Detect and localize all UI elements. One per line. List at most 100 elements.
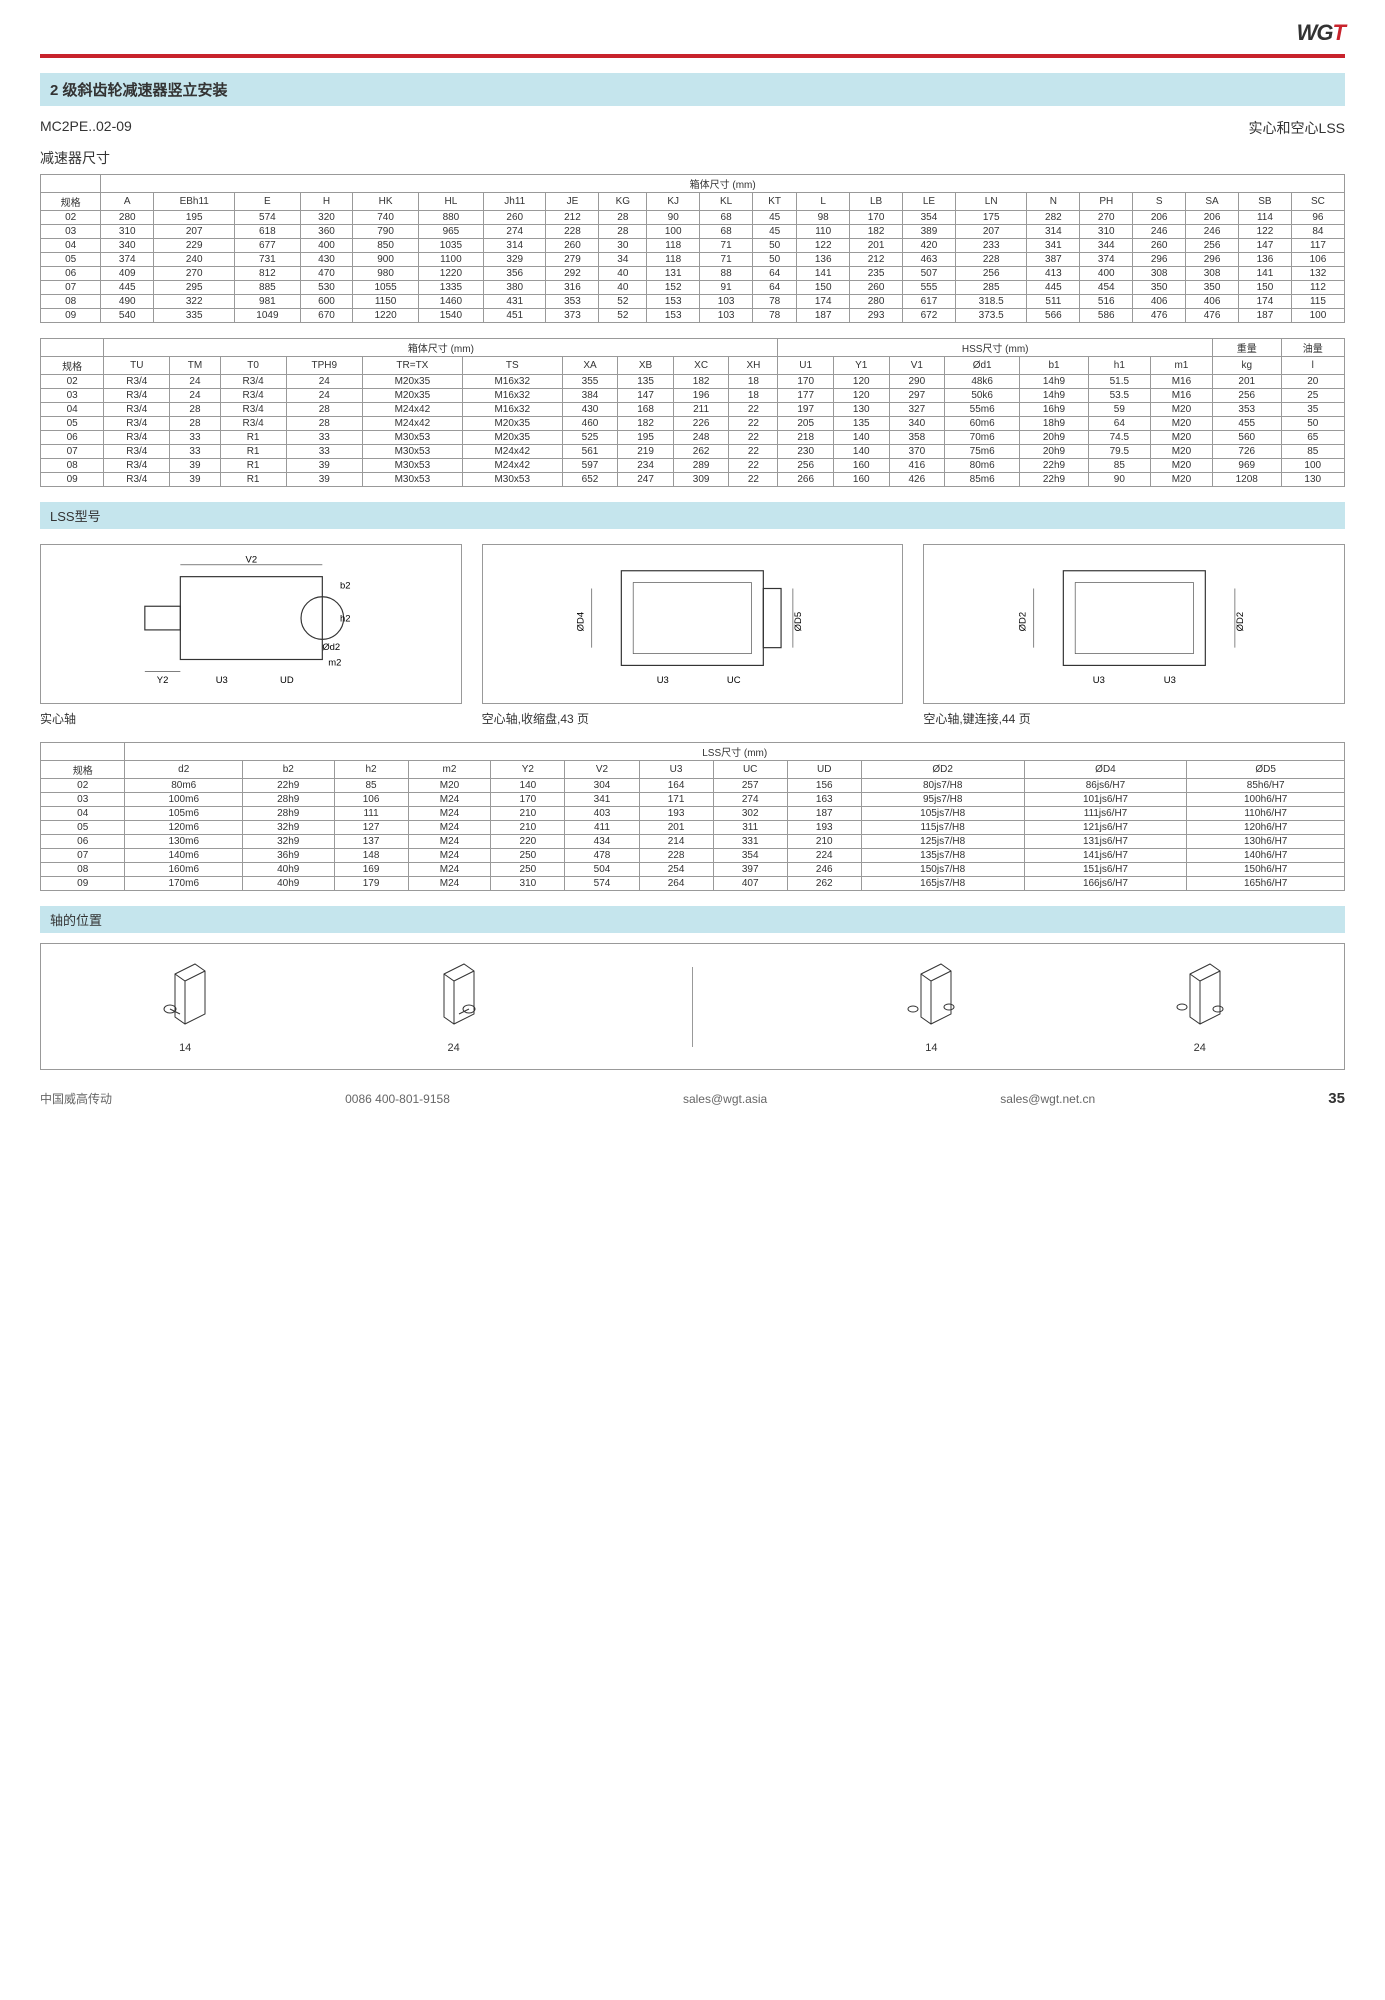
table-cell: 20h9 (1020, 431, 1089, 445)
table-cell: 218 (778, 431, 834, 445)
table-cell: 68 (700, 211, 753, 225)
table-cell: 50 (753, 253, 797, 267)
table-cell: R3/4 (104, 389, 170, 403)
table-cell: 50 (753, 239, 797, 253)
table-cell: 455 (1212, 417, 1281, 431)
table-cell: 413 (1027, 267, 1080, 281)
page-number: 35 (1328, 1090, 1345, 1107)
table-cell: 22 (729, 403, 778, 417)
table-cell: 566 (1027, 309, 1080, 323)
table-cell: 22 (729, 417, 778, 431)
table-cell: 250 (491, 863, 565, 877)
table-cell: 120m6 (125, 821, 243, 835)
table-cell: 45 (753, 225, 797, 239)
table-cell: 137 (334, 835, 408, 849)
table-cell: 147 (1239, 239, 1292, 253)
vertical-divider (692, 967, 693, 1047)
table-cell: 52 (599, 309, 647, 323)
table-cell: 33 (170, 445, 220, 459)
table2-header-weight: 重量 (1212, 339, 1281, 357)
table-cell: 264 (639, 877, 713, 891)
table-column-header: KJ (647, 193, 700, 211)
table-cell: 256 (778, 459, 834, 473)
table-cell: 335 (154, 309, 235, 323)
table-cell: 195 (618, 431, 674, 445)
table-cell: 120 (833, 375, 889, 389)
table-cell: 463 (903, 253, 956, 267)
table-cell: 193 (639, 807, 713, 821)
red-divider (40, 54, 1345, 58)
logo-black: WG (1297, 20, 1333, 45)
footer-company: 中国威高传动 (40, 1090, 112, 1107)
table-cell: 248 (673, 431, 729, 445)
table-cell: 1220 (353, 309, 418, 323)
svg-text:ØD4: ØD4 (576, 612, 587, 631)
table-cell: 14h9 (1020, 375, 1089, 389)
table-cell: 354 (713, 849, 787, 863)
table-cell: 256 (1186, 239, 1239, 253)
table-column-header: Jh11 (484, 193, 546, 211)
table2-header-right: HSS尺寸 (mm) (778, 339, 1213, 357)
table-cell: 397 (713, 863, 787, 877)
table-cell: 51.5 (1088, 375, 1150, 389)
table-cell: 08 (41, 459, 104, 473)
table-cell: 06 (41, 431, 104, 445)
table-cell: 48k6 (945, 375, 1020, 389)
table-cell: 22 (729, 459, 778, 473)
table-cell: 140m6 (125, 849, 243, 863)
table-cell: 350 (1186, 281, 1239, 295)
table-cell: 02 (41, 375, 104, 389)
table-cell: 33 (286, 445, 362, 459)
table-cell: 85 (1281, 445, 1344, 459)
table-cell: 262 (787, 877, 861, 891)
table-cell: 201 (639, 821, 713, 835)
table-cell: 05 (41, 417, 104, 431)
table-cell: 64 (753, 267, 797, 281)
table-cell: 106 (1291, 253, 1344, 267)
table-cell: 296 (1133, 253, 1186, 267)
table-cell: 525 (562, 431, 618, 445)
table-cell: 256 (1212, 389, 1281, 403)
table-cell: 430 (300, 253, 353, 267)
table-cell: 140 (491, 779, 565, 793)
table-cell: 64 (1088, 417, 1150, 431)
table-column-header: U3 (639, 761, 713, 779)
table-column-header: SC (1291, 193, 1344, 211)
table-cell: 06 (41, 835, 125, 849)
table-column-header: E (235, 193, 300, 211)
table-cell: 95js7/H8 (861, 793, 1024, 807)
svg-text:ØD2: ØD2 (1017, 612, 1028, 631)
shaft-item: 14 (901, 959, 961, 1054)
table-cell: 617 (903, 295, 956, 309)
table-cell: M20 (1150, 459, 1212, 473)
table-cell: 09 (41, 473, 104, 487)
table-column-header: 规格 (41, 357, 104, 375)
table-cell: 165js7/H8 (861, 877, 1024, 891)
table-column-header: 规格 (41, 193, 101, 211)
table-cell: 59 (1088, 403, 1150, 417)
table-cell: 900 (353, 253, 418, 267)
table-cell: 22h9 (243, 779, 335, 793)
table-cell: 289 (673, 459, 729, 473)
table-cell: 96 (1291, 211, 1344, 225)
table-cell: 105js7/H8 (861, 807, 1024, 821)
table-cell: M16x32 (462, 389, 562, 403)
table-cell: 08 (41, 295, 101, 309)
lss-dimensions-table: LSS尺寸 (mm) 规格d2b2h2m2Y2V2U3UCUDØD2ØD4ØD5… (40, 742, 1345, 891)
table-cell: 219 (618, 445, 674, 459)
table-cell: 356 (484, 267, 546, 281)
table-cell: 100 (647, 225, 700, 239)
table-column-header: U1 (778, 357, 834, 375)
table-cell: 103 (700, 295, 753, 309)
table-cell: 411 (565, 821, 639, 835)
table-cell: R3/4 (104, 403, 170, 417)
table-cell: 340 (101, 239, 154, 253)
table-cell: 127 (334, 821, 408, 835)
table-cell: 85 (334, 779, 408, 793)
table-cell: 150 (1239, 281, 1292, 295)
table-cell: 470 (300, 267, 353, 281)
table-cell: 136 (1239, 253, 1292, 267)
table-cell: 530 (300, 281, 353, 295)
footer-phone: 0086 400-801-9158 (345, 1092, 450, 1106)
table-cell: 187 (797, 309, 850, 323)
